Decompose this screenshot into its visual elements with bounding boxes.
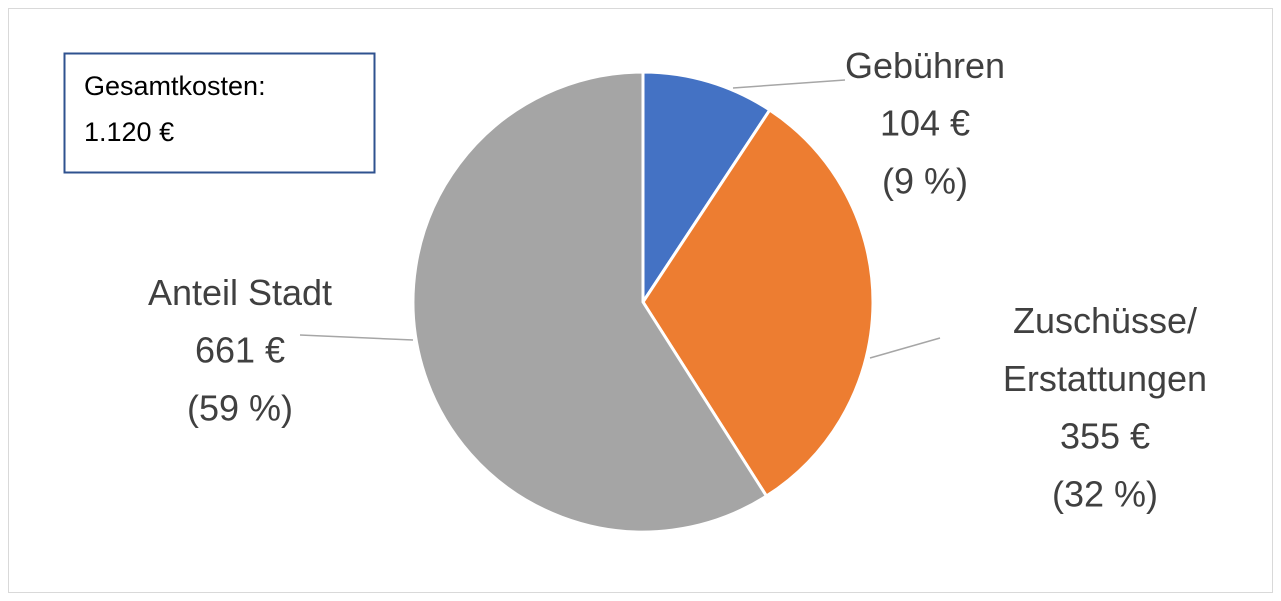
percent-label: (9 %) [882, 161, 968, 202]
category-label: Zuschüsse/Erstattungen [1003, 300, 1207, 399]
pie-slice [411, 70, 769, 534]
percent-label: (32 %) [1052, 474, 1158, 515]
category-label-line: Zuschüsse/ [1013, 300, 1197, 341]
percent-label: (59 %) [187, 388, 293, 429]
category-label: Anteil Stadt [148, 272, 332, 313]
annotation-box [63, 52, 376, 174]
category-label: Gebühren [845, 45, 1005, 86]
leader-line [732, 79, 846, 89]
pie-slice [641, 70, 772, 307]
value-label: 661 € [195, 330, 285, 371]
annotation-line: 1.120 € [84, 117, 174, 147]
value-label: 355 € [1060, 416, 1150, 457]
pie-slice [641, 107, 875, 499]
value-label: 104 € [880, 103, 970, 144]
leader-line [869, 337, 941, 359]
category-label-line: Anteil Stadt [148, 272, 332, 313]
category-label-line: Erstattungen [1003, 358, 1207, 399]
leader-line [299, 334, 414, 341]
annotation-line: Gesamtkosten: [84, 71, 266, 101]
category-label-line: Gebühren [845, 45, 1005, 86]
